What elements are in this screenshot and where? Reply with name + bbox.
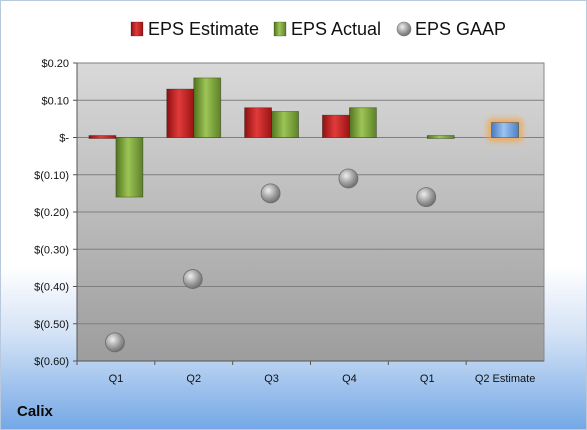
y-axis: $0.20 $0.10 $- $(0.10) $(0.20) $(0.30) $(0.40)… (34, 58, 78, 368)
x-tick-label: Q1 (420, 373, 435, 385)
eps-gaap-point (105, 332, 125, 353)
legend-label: EPS GAAP (415, 19, 506, 39)
x-axis: Q1 Q2 Q3 Q4 Q1 Q2 Estimate (76, 360, 544, 385)
y-tick-label: $0.10 (41, 95, 69, 107)
eps-actual-bar (349, 107, 377, 138)
eps-gaap-point (182, 269, 203, 289)
bars (88, 77, 523, 198)
y-tick-label: $(0.30) (34, 244, 69, 256)
y-tick-label: $(0.40) (34, 282, 69, 294)
eps-actual-bar (271, 111, 299, 138)
legend-label: EPS Actual (291, 19, 381, 39)
y-tick-label: $(0.20) (34, 207, 69, 219)
x-tick-label: Q2 Estimate (475, 373, 536, 385)
y-tick-label: $(0.10) (34, 170, 69, 182)
x-tick-label: Q3 (264, 373, 279, 385)
legend-label: EPS Estimate (148, 19, 259, 39)
eps-gaap-point (260, 183, 281, 204)
y-tick-label: $0.20 (41, 58, 69, 70)
q2-estimate-bar (491, 122, 519, 138)
eps-estimate-bar (88, 135, 117, 139)
eps-estimate-bar (166, 88, 195, 138)
legend-swatch (130, 21, 144, 37)
eps-gaap-point (338, 168, 359, 189)
eps-actual-bar (193, 77, 222, 138)
x-tick-label: Q2 (186, 373, 201, 385)
eps-gaap-point (416, 187, 437, 208)
x-tick-label: Q4 (342, 373, 357, 385)
eps-estimate-bar (322, 114, 350, 138)
legend-swatch (396, 21, 412, 37)
y-tick-label: $(0.60) (34, 356, 69, 368)
eps-actual-bar (115, 137, 144, 198)
eps-actual-bar (426, 135, 455, 139)
y-tick-label: $- (59, 133, 69, 145)
x-tick-label: Q1 (109, 373, 124, 385)
legend-swatch (273, 21, 287, 37)
y-tick-label: $(0.50) (34, 319, 69, 331)
company-name: Calix (17, 403, 53, 420)
eps-estimate-bar (244, 107, 272, 138)
legend: EPS Estimate EPS Actual EPS GAAP (130, 19, 506, 39)
gaap-points (105, 168, 437, 353)
